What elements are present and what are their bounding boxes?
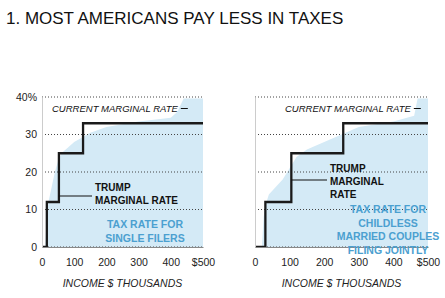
plot-lines — [255, 123, 428, 247]
series-label: CURRENT MARGINAL RATE — [285, 103, 411, 114]
x-tick-label: $500 — [192, 256, 216, 268]
x-tick: 200 — [316, 247, 334, 268]
series-label-line: TRUMP — [330, 163, 366, 174]
annotation: TAX RATE FOR — [350, 203, 426, 215]
x-tick: 0 — [253, 247, 259, 268]
x-tick-label: 300 — [351, 256, 369, 268]
y-tick: 20 — [25, 166, 42, 178]
chart-title: 1. MOST AMERICANS PAY LESS IN TAXES — [6, 9, 343, 28]
chart-svg: 1. MOST AMERICANS PAY LESS IN TAXES01002… — [0, 0, 445, 298]
grid-line — [42, 209, 203, 210]
x-axis-line — [43, 247, 204, 248]
series-label-line: RATE — [330, 189, 357, 200]
plot-marks — [42, 99, 203, 248]
series-label-leader — [181, 108, 188, 109]
trump-rate-line — [42, 123, 203, 247]
grid-line — [42, 247, 203, 248]
x-axis-title: INCOME $ THOUSANDS — [282, 277, 402, 289]
x-tick-label: 0 — [40, 256, 46, 268]
y-tick-label: 40% — [16, 91, 37, 103]
x-tick: 100 — [281, 247, 299, 268]
x-tick-label: 200 — [98, 256, 116, 268]
series-label: TRUMP MARGINAL RATE — [330, 163, 384, 200]
series-label-line: TRUMP — [95, 182, 131, 193]
background — [0, 0, 445, 298]
y-axis-line — [255, 98, 256, 248]
x-tick: $500 — [192, 247, 216, 268]
annotation: FILING JOINTLY — [348, 244, 429, 256]
x-tick-label: 400 — [385, 256, 403, 268]
x-tick-label: 200 — [316, 256, 334, 268]
x-tick-label: 100 — [66, 256, 84, 268]
grid-line — [255, 134, 428, 135]
annotation: TAX RATE FOR — [107, 218, 183, 230]
x-axis-title: INCOME $ THOUSANDS — [63, 277, 183, 289]
grid-line — [42, 134, 203, 135]
series-label-line: MARGINAL RATE — [95, 195, 178, 206]
current-rate-area — [255, 99, 428, 248]
y-tick-label: 10 — [25, 203, 37, 215]
grid-line — [42, 172, 203, 173]
x-tick: 300 — [130, 247, 148, 268]
y-axis: 0 10 20 30 40% — [16, 91, 43, 253]
y-tick-label: 30 — [25, 128, 37, 140]
series-label: TRUMP MARGINAL RATE — [95, 182, 178, 206]
plot-marks — [255, 99, 428, 248]
x-tick: 100 — [66, 247, 84, 268]
y-tick: 30 — [25, 128, 42, 140]
x-axis: 0 100 200 300 400 $500 — [40, 247, 216, 268]
x-tick-label: 100 — [281, 256, 299, 268]
series-label-leader — [291, 180, 327, 181]
y-axis-line — [42, 98, 43, 248]
annotation: SINGLE FILERS — [105, 232, 184, 244]
x-tick-label: 300 — [130, 256, 148, 268]
x-tick-label: 400 — [163, 256, 181, 268]
series-label: CURRENT MARGINAL RATE — [52, 103, 178, 114]
x-tick-label: $500 — [417, 256, 441, 268]
y-tick: 10 — [25, 203, 42, 215]
chart-panel: 0 100 200 300 400 $500 0 10 20 30 40% INCOME $ THOU… — [16, 91, 215, 289]
trump-rate-line — [255, 123, 428, 247]
annotation: CHILDLESS — [358, 217, 418, 229]
chart-panel: 0 100 200 300 400 $500 INCOME $ THOUSANDS CURRE… — [253, 97, 441, 289]
grid — [42, 97, 203, 247]
y-tick-label: 20 — [25, 166, 37, 178]
grid-line — [42, 97, 203, 98]
grid — [255, 97, 428, 247]
series-label-leader — [414, 108, 421, 109]
grid-line — [255, 97, 428, 98]
plot-lines — [42, 123, 203, 247]
x-tick-label: 0 — [253, 256, 259, 268]
y-tick: 40% — [16, 91, 42, 103]
series-label-line: MARGINAL — [330, 176, 384, 187]
y-axis — [255, 98, 257, 248]
current-rate-area — [42, 99, 203, 248]
series-label-leader — [59, 196, 92, 197]
y-tick-label: 0 — [31, 241, 37, 253]
chart-container: 1. MOST AMERICANS PAY LESS IN TAXES01002… — [0, 0, 445, 298]
x-tick: 0 — [40, 247, 46, 268]
x-tick: 400 — [163, 247, 181, 268]
x-tick: 200 — [98, 247, 116, 268]
annotation: MARRIED COUPLES — [337, 230, 440, 242]
y-tick: 0 — [31, 241, 42, 253]
